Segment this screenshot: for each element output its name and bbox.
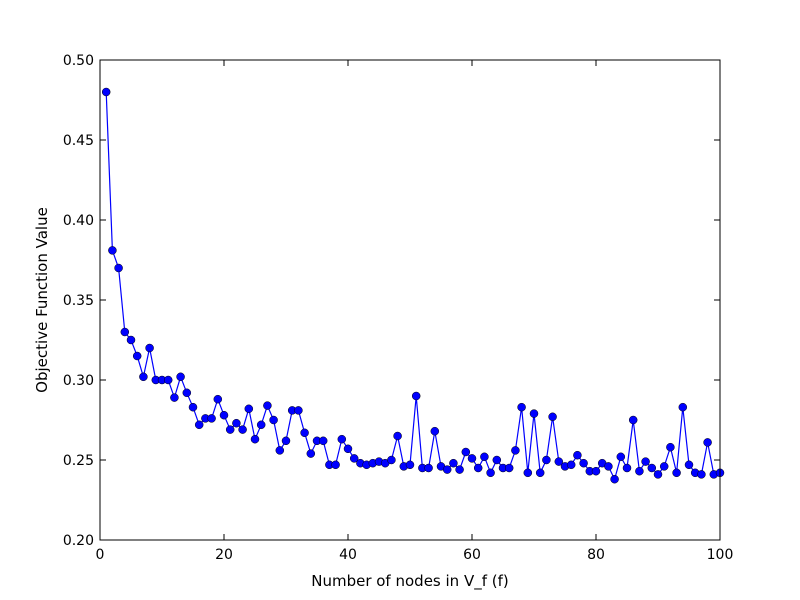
y-tick-label: 0.25 (63, 453, 94, 469)
data-point (170, 393, 179, 402)
data-point (635, 466, 644, 476)
data-point (244, 404, 254, 414)
data-point (542, 455, 551, 465)
y-axis-label: Objective Function Value (33, 207, 51, 393)
y-tick-label: 0.30 (63, 373, 94, 389)
data-point (275, 446, 285, 455)
data-point (467, 454, 477, 463)
data-point (548, 412, 557, 422)
data-point (486, 468, 495, 478)
data-point (269, 415, 278, 425)
x-tick-label: 40 (339, 547, 357, 563)
data-point (101, 87, 111, 97)
x-tick-label: 60 (463, 547, 481, 563)
data-point (659, 462, 669, 471)
data-point (219, 410, 229, 420)
data-point (622, 463, 632, 473)
data-point (579, 458, 588, 468)
data-point (504, 463, 514, 473)
data-point (461, 447, 471, 457)
data-point (114, 263, 123, 273)
data-point (653, 470, 663, 479)
data-point (641, 457, 650, 466)
data-point (232, 418, 241, 428)
data-point (684, 460, 694, 470)
data-point (449, 458, 458, 468)
y-tick-label: 0.45 (63, 133, 94, 149)
plot-frame (99, 59, 721, 541)
data-point (126, 335, 136, 345)
data-point (213, 394, 223, 404)
data-point (306, 449, 316, 458)
x-tick-label: 0 (96, 547, 105, 563)
data-point (529, 409, 539, 418)
data-point (616, 452, 626, 462)
data-point (610, 474, 619, 484)
data-point (188, 402, 198, 412)
data-point (343, 444, 353, 454)
data-point (628, 415, 638, 425)
data-point (182, 388, 192, 398)
data-point (256, 420, 266, 430)
data-point (442, 465, 452, 474)
data-point (405, 460, 415, 470)
data-point (492, 455, 502, 465)
tick-labels: 0 20 40 60 80 100 0.20 0.25 0.30 0.35 0.40 0.45 0.50 (63, 53, 734, 563)
data-point (294, 406, 303, 415)
data-point (554, 457, 564, 466)
y-tick-label: 0.40 (63, 213, 94, 229)
data-point (455, 465, 464, 474)
data-point (672, 468, 681, 478)
data-point (647, 463, 657, 473)
data-point (703, 438, 712, 447)
data-point (194, 420, 204, 430)
x-axis-label: Number of nodes in V_f (f) (311, 572, 509, 591)
data-point (108, 246, 117, 255)
data-point (207, 414, 216, 423)
data-point (678, 402, 688, 412)
series-group (101, 87, 725, 484)
y-tick-label: 0.20 (63, 533, 94, 549)
data-point (666, 442, 675, 452)
data-point (697, 470, 706, 479)
data-point (523, 468, 533, 478)
data-point (387, 455, 396, 465)
x-tick-label: 100 (707, 547, 734, 563)
y-tick-label: 0.35 (63, 293, 94, 309)
data-point (225, 425, 235, 434)
data-point (238, 425, 247, 434)
data-point (591, 466, 601, 476)
data-point (331, 460, 340, 470)
data-point (480, 452, 489, 462)
data-point (300, 428, 309, 438)
data-point (349, 454, 359, 463)
data-point (139, 372, 148, 382)
data-point (250, 434, 260, 444)
data-point (573, 450, 582, 460)
data-point (281, 436, 291, 446)
data-point (145, 343, 154, 353)
x-tick-label: 20 (215, 547, 233, 563)
x-tick-label: 80 (587, 547, 605, 563)
data-point (120, 327, 130, 337)
data-point (411, 391, 421, 401)
data-point (517, 402, 526, 412)
y-tick-label: 0.50 (63, 53, 94, 69)
data-point (424, 463, 433, 473)
data-point (132, 351, 142, 361)
data-point (473, 463, 483, 473)
data-point (337, 434, 347, 444)
data-point (263, 401, 272, 410)
data-point (393, 431, 402, 441)
data-point (511, 446, 520, 455)
data-point (176, 372, 185, 382)
data-point (604, 462, 613, 471)
data-point (430, 426, 440, 436)
data-point (566, 460, 576, 470)
data-point (318, 436, 328, 446)
data-point (163, 375, 173, 385)
data-point (535, 468, 545, 478)
